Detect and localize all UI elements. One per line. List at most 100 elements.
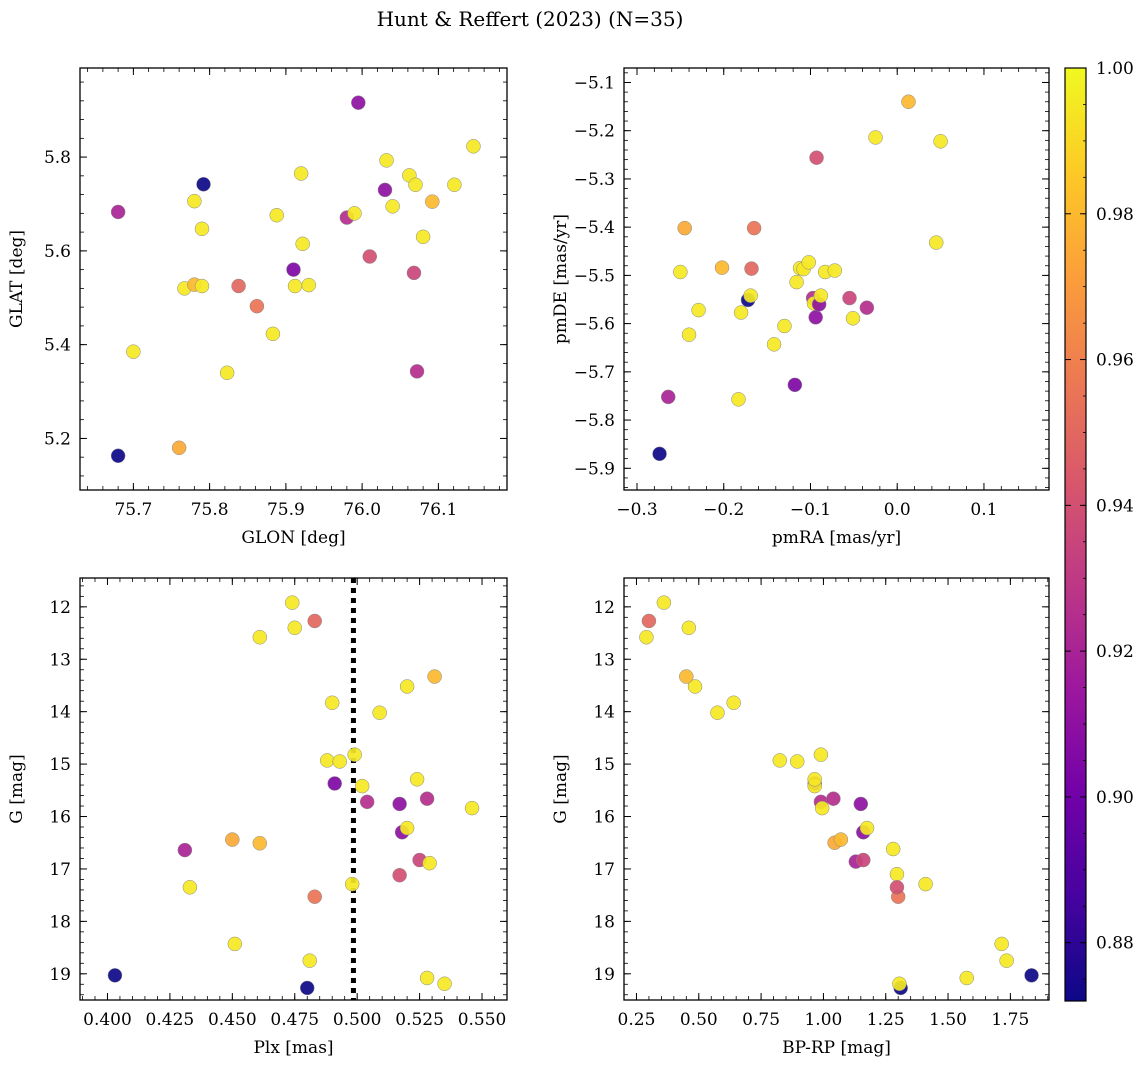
data-point xyxy=(901,94,916,110)
data-point xyxy=(826,791,841,806)
data-point xyxy=(265,326,281,342)
data-point xyxy=(673,264,688,280)
data-point xyxy=(868,130,883,145)
data-point xyxy=(466,139,481,154)
x-tick-label: 0.50 xyxy=(680,1010,718,1030)
data-point xyxy=(249,298,265,314)
data-point xyxy=(641,613,657,629)
y-tick-label: 14 xyxy=(49,703,71,723)
data-point xyxy=(419,791,435,806)
data-point xyxy=(354,778,370,794)
data-point xyxy=(187,193,202,209)
x-tick-label: 0.1 xyxy=(970,500,997,520)
y-tick-label: 19 xyxy=(49,965,71,985)
data-point xyxy=(744,261,759,276)
y-tick-label: 5.4 xyxy=(44,336,71,356)
x-tick-label: −0.2 xyxy=(703,500,744,520)
x-tick-label: 76.0 xyxy=(343,500,381,520)
data-point xyxy=(679,669,694,684)
data-point xyxy=(733,305,749,320)
y-axis-label: G [mag] xyxy=(7,754,27,823)
data-point xyxy=(801,255,816,270)
data-point xyxy=(269,207,284,223)
data-point xyxy=(307,613,322,629)
x-axis-label: pmRA [mas/yr] xyxy=(772,528,901,548)
y-tick-label: 16 xyxy=(49,808,71,828)
x-tick-label: 0.400 xyxy=(83,1010,132,1030)
x-tick-label: 0.500 xyxy=(333,1010,382,1030)
x-tick-label: 75.8 xyxy=(191,500,229,520)
data-point xyxy=(287,278,303,294)
data-point xyxy=(422,855,437,871)
x-tick-label: −0.3 xyxy=(616,500,657,520)
subplot-3: 0.400 0.425 0.450 0.475 0.500 0.525 0.550 12 13 1… xyxy=(7,577,508,1058)
y-tick-label: 16 xyxy=(593,808,615,828)
colorbar-tick-label: 0.94 xyxy=(1096,496,1134,516)
data-point xyxy=(372,705,387,720)
x-tick-label: −0.1 xyxy=(790,500,831,520)
x-tick-label: 1.00 xyxy=(804,1010,842,1030)
y-tick-label: 12 xyxy=(49,598,71,618)
data-point xyxy=(660,389,676,405)
y-tick-label: 15 xyxy=(49,755,71,775)
y-tick-label: 5.6 xyxy=(44,242,71,262)
data-point xyxy=(295,236,310,252)
y-tick-label: 12 xyxy=(593,598,615,618)
data-point xyxy=(347,747,362,762)
y-tick-label: 13 xyxy=(49,650,71,670)
data-point xyxy=(344,876,360,892)
subplot-2: −0.3 −0.2 −0.1 0.0 0.1 −5.9 −5.8 −5.7 −5.6 −5.5 −5… xyxy=(551,67,1050,548)
y-tick-label: −5.7 xyxy=(574,363,615,383)
data-point xyxy=(332,754,347,769)
data-point xyxy=(933,134,948,149)
subplot-grid: 75.7 75.8 75.9 76.0 76.1 5.2 5.4 5.6 5.8 GLON [de… xyxy=(7,67,1050,1058)
data-point xyxy=(327,776,342,791)
data-point xyxy=(171,440,187,456)
data-point xyxy=(415,229,431,245)
data-point xyxy=(464,800,480,816)
axes-frame xyxy=(623,577,1050,1001)
data-point xyxy=(889,880,905,895)
data-point xyxy=(252,629,268,645)
data-point xyxy=(392,796,407,812)
y-tick-label: 5.2 xyxy=(44,429,71,449)
colorbar-tick-label: 0.98 xyxy=(1096,205,1134,225)
colorbar-tick-label: 0.92 xyxy=(1096,642,1134,662)
data-point xyxy=(813,747,829,762)
data-point xyxy=(787,377,803,393)
y-tick-label: 18 xyxy=(49,912,71,932)
data-point xyxy=(833,832,849,847)
data-point xyxy=(746,220,762,236)
axes-frame xyxy=(79,577,508,1001)
x-tick-label: 0.425 xyxy=(146,1010,195,1030)
subplot-4: 0.25 0.50 0.75 1.00 1.25 1.50 1.75 12 13 14 15 16 17… xyxy=(551,577,1050,1058)
data-point xyxy=(225,832,240,847)
data-point xyxy=(639,629,654,645)
y-tick-label: 15 xyxy=(593,755,615,775)
axes-frame xyxy=(79,67,508,491)
x-tick-label: 1.50 xyxy=(929,1010,967,1030)
data-point xyxy=(677,220,692,236)
colorbar-tick-label: 0.88 xyxy=(1096,934,1134,954)
y-tick-label: −5.5 xyxy=(574,266,615,286)
data-point xyxy=(362,249,377,264)
data-point xyxy=(766,337,782,352)
y-tick-label: 17 xyxy=(49,860,71,880)
data-point xyxy=(399,679,415,694)
y-tick-label: 17 xyxy=(593,860,615,880)
data-point xyxy=(293,166,309,181)
y-tick-label: −5.4 xyxy=(574,218,615,238)
data-point xyxy=(928,235,944,250)
data-point xyxy=(287,620,302,636)
data-point xyxy=(827,263,843,278)
data-point xyxy=(777,318,792,334)
data-point xyxy=(299,980,315,996)
data-point xyxy=(182,880,198,895)
y-tick-label: −5.2 xyxy=(574,122,615,142)
x-tick-label: 0.25 xyxy=(618,1010,656,1030)
data-point xyxy=(219,365,235,381)
x-tick-label: 0.475 xyxy=(270,1010,319,1030)
colorbar-tick-label: 0.96 xyxy=(1096,351,1134,371)
data-point xyxy=(714,260,730,275)
data-point xyxy=(652,446,667,462)
